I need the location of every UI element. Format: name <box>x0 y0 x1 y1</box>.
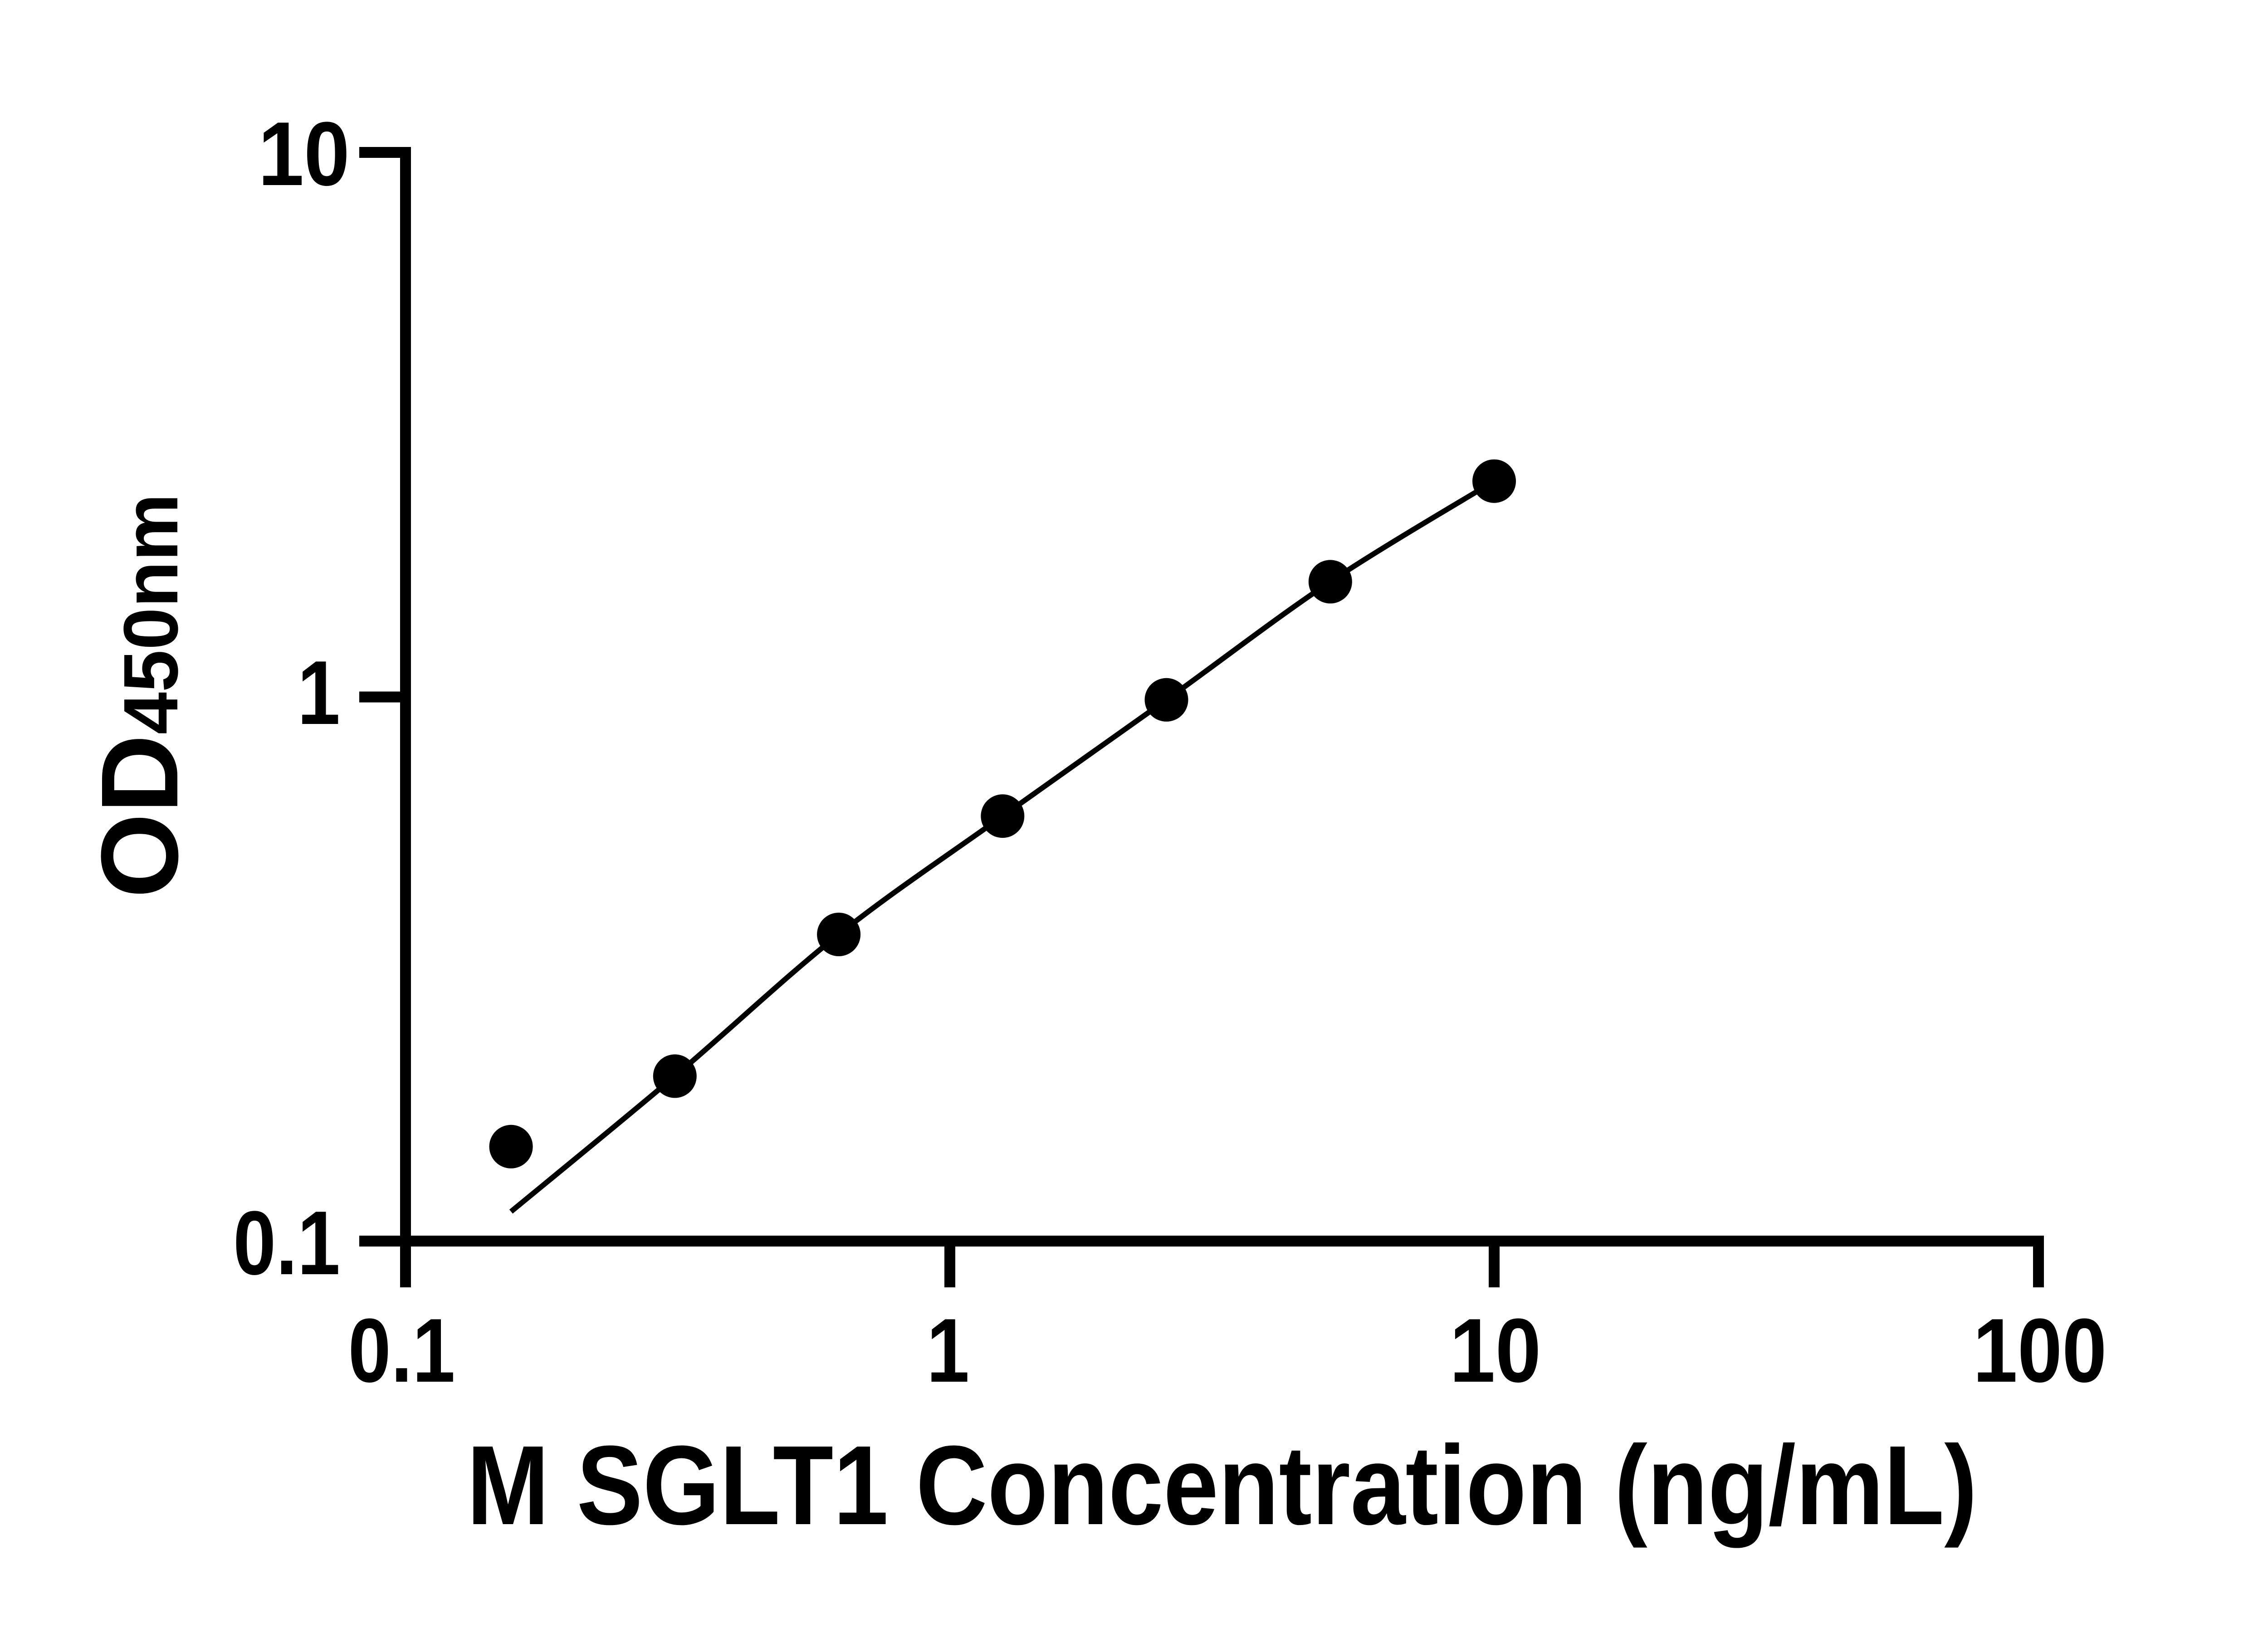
svg-text:1: 1 <box>927 1300 969 1401</box>
svg-text:100: 100 <box>1973 1300 2107 1401</box>
svg-text:10: 10 <box>1450 1300 1541 1401</box>
svg-text:0.1: 0.1 <box>233 1193 340 1294</box>
svg-text:450nm: 450nm <box>108 494 194 734</box>
svg-text:OD: OD <box>79 734 201 898</box>
svg-text:M SGLT1 Concentration (ng/mL): M SGLT1 Concentration (ng/mL) <box>467 1422 1977 1548</box>
svg-text:10: 10 <box>258 103 350 205</box>
svg-text:1: 1 <box>298 642 340 743</box>
svg-text:0.1: 0.1 <box>348 1300 455 1401</box>
